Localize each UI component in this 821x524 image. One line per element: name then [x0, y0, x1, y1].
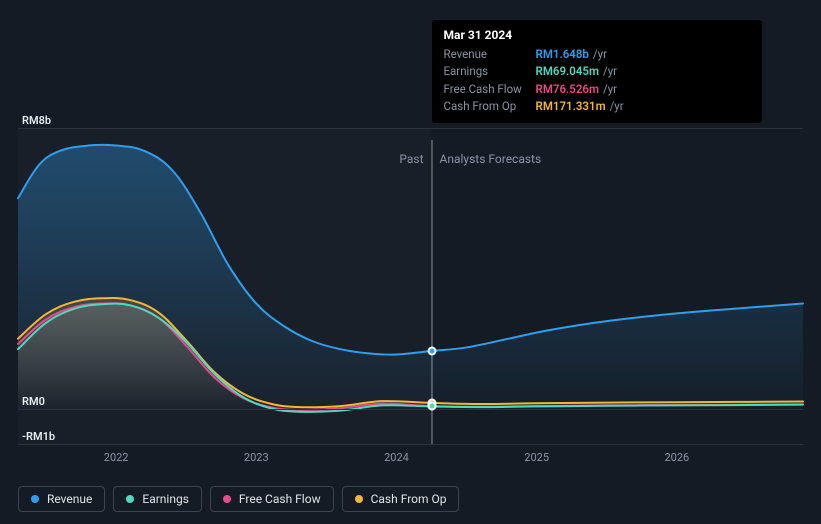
legend-item-revenue[interactable]: Revenue	[18, 486, 105, 512]
tooltip-row-label: Cash From Op	[444, 98, 536, 115]
y-axis-label: -RM1b	[22, 430, 55, 443]
tooltip-row-label: Free Cash Flow	[444, 81, 536, 98]
legend-item-free_cash_flow[interactable]: Free Cash Flow	[210, 486, 334, 512]
tooltip-row: EarningsRM69.045m/yr	[444, 63, 750, 80]
tooltip-row-value: RM1.648b	[536, 46, 589, 63]
tooltip-row-unit: /yr	[603, 81, 617, 98]
tooltip-date: Mar 31 2024	[444, 28, 750, 42]
x-axis-label: 2022	[104, 451, 129, 464]
legend-dot-icon	[126, 495, 134, 503]
legend-item-cash_from_op[interactable]: Cash From Op	[342, 486, 460, 512]
chart-legend: Revenue Earnings Free Cash Flow Cash From O…	[18, 486, 459, 512]
chart-tooltip: Mar 31 2024 RevenueRM1.648b/yrEarningsRM…	[432, 20, 762, 123]
legend-label: Earnings	[142, 492, 189, 506]
x-axis-label: 2025	[524, 451, 549, 464]
tooltip-row-value: RM69.045m	[536, 63, 599, 80]
legend-dot-icon	[223, 495, 231, 503]
tooltip-row: Cash From OpRM171.331m/yr	[444, 98, 750, 115]
tooltip-row-unit: /yr	[593, 46, 607, 63]
past-region-label: Past	[399, 152, 423, 166]
tooltip-row-unit: /yr	[603, 63, 617, 80]
tooltip-row-value: RM171.331m	[536, 98, 606, 115]
legend-dot-icon	[31, 495, 39, 503]
tooltip-row-unit: /yr	[610, 98, 624, 115]
chart-svg	[18, 128, 803, 444]
legend-label: Cash From Op	[371, 492, 447, 506]
gridline	[18, 128, 803, 129]
y-axis-label: RM8b	[22, 114, 51, 127]
chart-marker-revenue	[427, 347, 436, 356]
forecast-region-label: Analysts Forecasts	[440, 152, 542, 166]
gridline	[18, 409, 803, 410]
gridline	[18, 444, 803, 445]
chart-marker-earnings	[427, 402, 436, 411]
tooltip-row-label: Earnings	[444, 63, 536, 80]
chart-plot-area: RM8bRM0-RM1b20222023202420252026PastAnal…	[18, 128, 803, 444]
tooltip-row-value: RM76.526m	[536, 81, 599, 98]
tooltip-row: RevenueRM1.648b/yr	[444, 46, 750, 63]
x-axis-label: 2026	[664, 451, 689, 464]
x-axis-label: 2023	[244, 451, 269, 464]
x-axis-label: 2024	[384, 451, 409, 464]
legend-dot-icon	[355, 495, 363, 503]
legend-label: Free Cash Flow	[239, 492, 321, 506]
y-axis-label: RM0	[22, 395, 45, 408]
legend-item-earnings[interactable]: Earnings	[113, 486, 202, 512]
tooltip-row-label: Revenue	[444, 46, 536, 63]
legend-label: Revenue	[47, 492, 92, 506]
tooltip-row: Free Cash FlowRM76.526m/yr	[444, 81, 750, 98]
